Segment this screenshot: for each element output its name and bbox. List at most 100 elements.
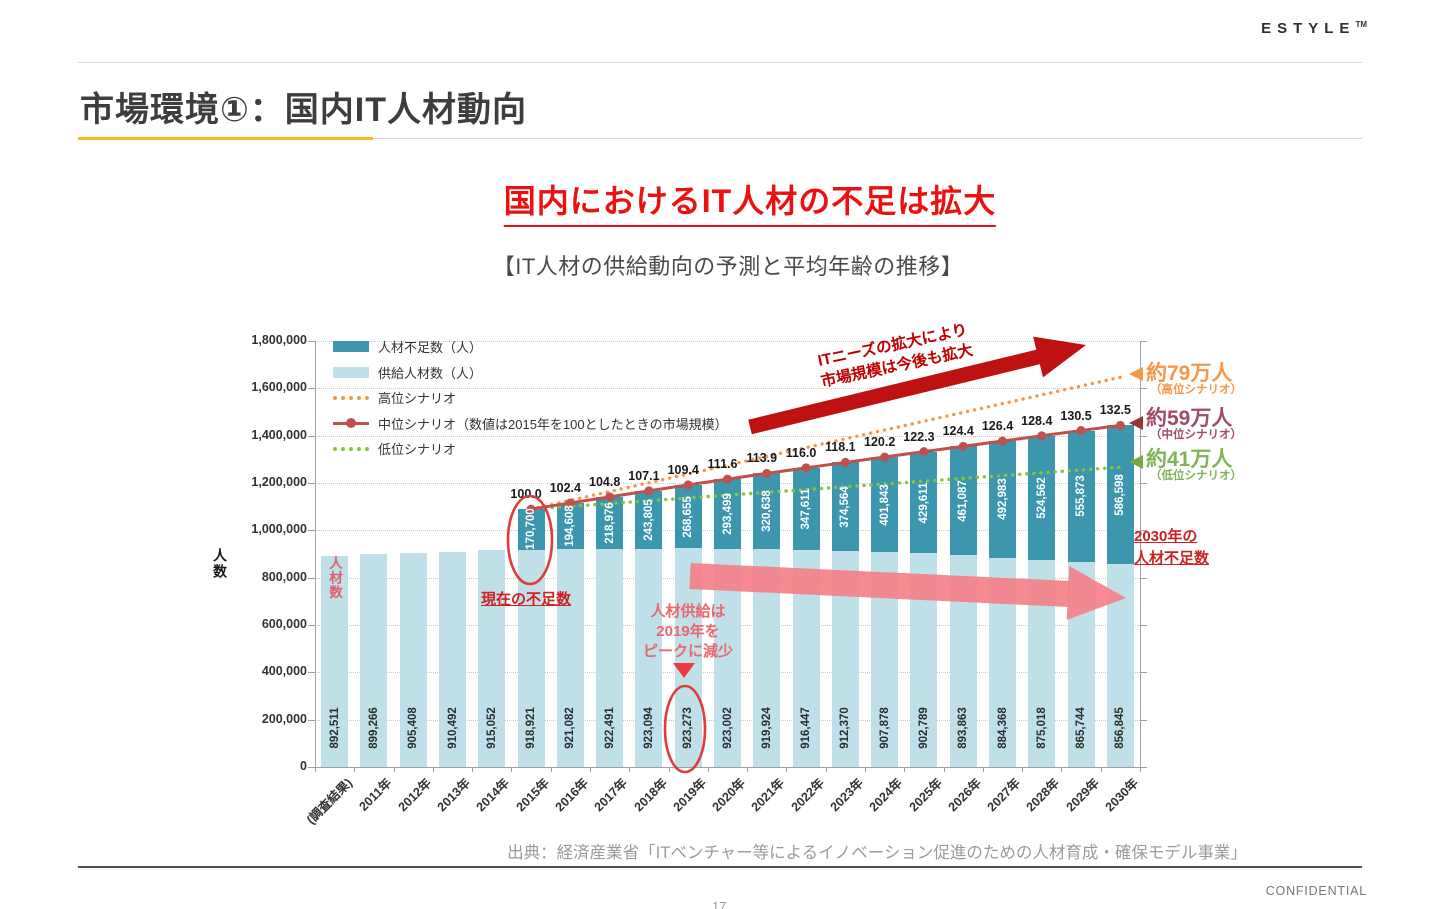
market-index-label: 130.5 xyxy=(1060,408,1092,423)
bar-supply-value: 893,863 xyxy=(957,707,970,749)
gridline xyxy=(315,341,1140,342)
y-axis-tick xyxy=(308,341,315,342)
supply-peak-line: 2019年を xyxy=(656,622,720,640)
legend-swatch-dots xyxy=(333,395,369,400)
x-axis-category: 2026年 xyxy=(945,775,984,815)
shortage-2030-line: 2030年の xyxy=(1134,528,1198,545)
x-axis-category: 2013年 xyxy=(434,775,474,815)
callout-value: 約59万人 xyxy=(1146,407,1233,430)
market-index-label: 120.2 xyxy=(864,435,896,450)
market-index-label: 122.3 xyxy=(903,429,935,444)
legend-item: 低位シナリオ xyxy=(333,439,456,458)
x-axis-category: 2012年 xyxy=(395,775,434,815)
x-axis-category: 2016年 xyxy=(552,775,592,815)
y-axis-label: 800,000 xyxy=(261,569,307,584)
x-axis-tick xyxy=(315,767,316,772)
y-axis-tick-right xyxy=(1140,435,1147,437)
legend-swatch-bar xyxy=(333,366,369,378)
legend-label: 中位シナリオ（数値は2015年を100としたときの市場規模） xyxy=(378,416,728,432)
shortage-2030-line: 人材不足数 xyxy=(1134,549,1210,567)
x-axis-tick xyxy=(550,767,552,772)
bar-shortage-value: 320,638 xyxy=(760,490,773,533)
callout-value: 約79万人 xyxy=(1146,362,1233,385)
y-axis-tick-right xyxy=(1140,719,1147,721)
supply-peak-label: 人材供給は 2019年を ピークに減少 xyxy=(643,602,733,661)
market-index-label: 128.4 xyxy=(1021,413,1053,428)
legend-label: 供給人材数（人） xyxy=(378,365,483,381)
legend-swatch-line-marker xyxy=(333,418,369,428)
bar-supply-value: 915,052 xyxy=(485,707,498,749)
market-index-label: 100.0 xyxy=(510,487,542,502)
x-axis-category: 2028年 xyxy=(1024,775,1063,815)
y-axis-tick-right xyxy=(1140,577,1147,579)
bar-shortage-value: 170,700 xyxy=(525,508,538,551)
market-index-label: 111.6 xyxy=(707,457,738,472)
y-axis-tick xyxy=(308,625,315,626)
legend-label: 人材不足数（人） xyxy=(378,340,483,355)
legend-marker-dot xyxy=(346,418,356,428)
callout-scenario: （中位シナリオ） xyxy=(1150,429,1242,441)
x-axis-category: 2019年 xyxy=(670,775,709,815)
bar-shortage-value: 194,608 xyxy=(564,505,577,547)
trademark-symbol: TM xyxy=(1355,20,1367,29)
supply-overlay-label: 人材数 xyxy=(327,556,342,600)
y-axis-tick xyxy=(308,719,315,721)
supply-peak-line: ピークに減少 xyxy=(642,642,734,660)
gridline xyxy=(315,435,1140,437)
y-axis-label: 200,000 xyxy=(261,711,307,726)
y-axis-label: 1,000,000 xyxy=(251,522,307,537)
x-axis-category: 2011年 xyxy=(356,775,395,814)
y-axis-tick xyxy=(308,577,315,579)
bar-supply-value: 918,921 xyxy=(525,707,538,749)
y-axis-tick xyxy=(308,530,315,532)
bar-shortage-value: 218,976 xyxy=(603,501,616,544)
bar-supply xyxy=(360,554,388,767)
bar-supply-value: 884,368 xyxy=(996,707,1009,749)
y-axis-tick-right xyxy=(1140,483,1147,484)
legend-item: 人材不足数（人） xyxy=(333,337,482,356)
x-axis-tick xyxy=(1022,767,1024,772)
callout-value: 約41万人 xyxy=(1146,448,1233,471)
bar-supply-value: 892,511 xyxy=(328,707,341,749)
market-expansion-arrow-label: ITニーズの拡大により 市場規模は今後も拡大 xyxy=(798,317,993,397)
x-axis-tick xyxy=(668,767,670,772)
bar-supply-value: 922,491 xyxy=(603,707,616,749)
y-axis-tick-right xyxy=(1140,672,1147,674)
bar-supply xyxy=(399,552,427,767)
legend-label: 高位シナリオ xyxy=(378,391,457,406)
supply-peak-line: 人材供給は xyxy=(650,603,726,620)
x-axis-tick xyxy=(472,767,474,772)
market-index-label: 102.4 xyxy=(549,480,581,495)
y-axis-title: 人数 xyxy=(212,548,228,580)
market-index-label: 116.0 xyxy=(785,445,817,460)
bottom-divider xyxy=(78,866,1362,868)
x-axis-line xyxy=(315,767,1140,768)
y-axis-label: 1,600,000 xyxy=(251,380,307,395)
bar-supply-value: 921,082 xyxy=(564,707,577,749)
x-axis-category: 2020年 xyxy=(709,775,749,815)
y-axis-tick xyxy=(308,483,315,484)
bar-shortage-value: 293,499 xyxy=(721,493,734,535)
x-axis-tick xyxy=(354,767,356,772)
bar-supply-value: 875,018 xyxy=(1035,707,1048,749)
source-note: 出典：経済産業省「ITベンチャー等によるイノベーション促進のための人材育成・確保… xyxy=(507,844,1247,862)
brand-logo: ESTYLETM xyxy=(1261,20,1367,37)
y-axis-tick-right xyxy=(1140,341,1147,342)
y-axis-label: 0 xyxy=(300,759,307,773)
bar-supply xyxy=(478,550,506,767)
bar-supply xyxy=(596,548,624,767)
y-axis-tick-right xyxy=(1140,388,1147,390)
x-axis-tick xyxy=(590,767,591,772)
x-axis-category: 2024年 xyxy=(866,775,906,815)
y-axis-label: 1,200,000 xyxy=(251,475,307,489)
bar-shortage-value: 524,562 xyxy=(1035,477,1048,519)
bar-supply-value: 907,878 xyxy=(878,707,891,749)
x-axis-category: 2029年 xyxy=(1063,775,1102,815)
bar-supply xyxy=(439,551,466,767)
bar-supply xyxy=(635,548,663,767)
x-axis-tick xyxy=(393,767,395,772)
y-axis-tick-right xyxy=(1140,625,1147,626)
y-axis-label: 600,000 xyxy=(261,617,307,631)
